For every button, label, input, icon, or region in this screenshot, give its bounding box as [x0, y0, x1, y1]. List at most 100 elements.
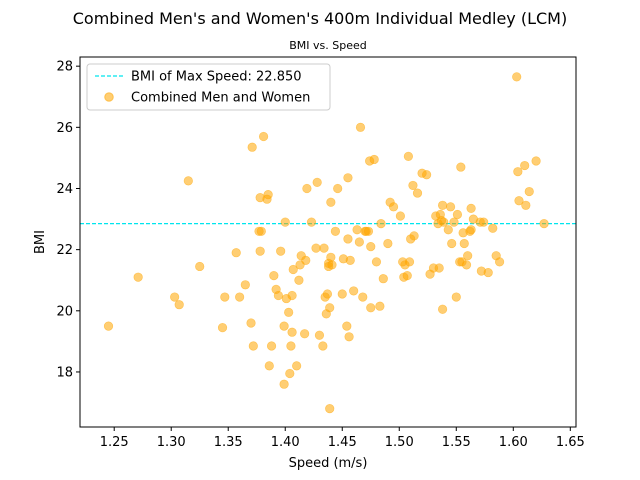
- data-point: [294, 275, 304, 285]
- data-point: [279, 379, 289, 389]
- x-tick-label: 1.30: [157, 435, 186, 450]
- data-point: [246, 318, 256, 328]
- x-tick-label: 1.25: [100, 435, 129, 450]
- data-point: [276, 246, 286, 256]
- chart-suptitle: Combined Men's and Women's 400m Individu…: [73, 9, 567, 28]
- x-axis-label: Speed (m/s): [289, 456, 368, 471]
- data-point: [174, 300, 184, 310]
- data-point: [133, 272, 143, 282]
- data-point: [437, 304, 448, 314]
- data-point: [366, 241, 376, 252]
- data-point: [375, 301, 385, 311]
- data-point: [378, 274, 388, 284]
- data-point: [422, 170, 432, 180]
- data-point: [269, 271, 279, 281]
- data-point: [402, 271, 412, 281]
- data-point: [520, 160, 530, 171]
- data-point: [287, 290, 297, 301]
- data-point: [463, 251, 473, 261]
- data-point: [288, 264, 298, 275]
- data-point: [292, 361, 302, 371]
- data-point: [376, 219, 386, 229]
- data-point: [327, 260, 337, 270]
- data-point: [263, 190, 273, 200]
- data-point: [314, 330, 325, 340]
- data-point: [449, 217, 459, 227]
- data-point: [408, 180, 418, 191]
- data-point: [349, 286, 359, 296]
- data-point: [258, 131, 269, 142]
- data-point: [352, 225, 362, 235]
- chart-title: BMI vs. Speed: [289, 39, 367, 52]
- data-point: [170, 292, 180, 302]
- y-tick-label: 26: [56, 121, 73, 136]
- data-point: [103, 321, 114, 331]
- data-point: [456, 162, 466, 172]
- plot-area: 1.25 1.30 1.35 1.40 1.45 1.50 1.55 1.60 1.65 18 20…: [56, 56, 585, 450]
- data-point: [287, 327, 297, 337]
- data-point: [266, 341, 277, 351]
- data-point: [337, 289, 347, 299]
- data-point: [306, 217, 317, 227]
- data-point: [512, 72, 522, 82]
- data-point: [220, 292, 230, 302]
- data-point: [439, 217, 449, 227]
- legend-label-reference: BMI of Max Speed: 22.850: [131, 70, 302, 85]
- data-point: [531, 156, 541, 166]
- data-point: [371, 257, 382, 267]
- data-point: [342, 321, 352, 331]
- data-point: [363, 226, 374, 236]
- data-point: [488, 223, 498, 233]
- legend-marker-swatch: [104, 92, 114, 102]
- data-point: [333, 183, 343, 194]
- data-point: [447, 238, 457, 249]
- x-tick-label: 1.50: [385, 435, 414, 450]
- data-point: [358, 292, 368, 302]
- data-point: [195, 261, 205, 272]
- data-point: [451, 292, 461, 302]
- data-point: [445, 202, 456, 212]
- y-axis-label: BMI: [33, 230, 48, 254]
- data-point: [466, 225, 476, 235]
- data-point: [383, 238, 393, 249]
- y-tick-label: 28: [56, 60, 73, 75]
- plot-frame: [79, 56, 577, 428]
- data-point: [514, 196, 524, 206]
- data-point: [183, 176, 193, 186]
- data-point: [322, 289, 333, 299]
- data-point: [312, 177, 322, 187]
- data-point: [318, 341, 328, 351]
- data-point: [255, 246, 265, 256]
- data-point: [461, 260, 472, 270]
- data-point: [264, 361, 274, 371]
- data-point: [301, 255, 311, 265]
- data-point: [434, 263, 444, 273]
- data-point: [479, 217, 489, 227]
- data-point: [279, 321, 289, 331]
- data-point: [285, 368, 295, 379]
- x-tick-label: 1.60: [499, 435, 528, 450]
- data-point: [247, 142, 257, 152]
- data-point: [443, 225, 453, 235]
- data-point: [355, 122, 366, 132]
- scatter-series: [103, 72, 549, 414]
- data-point: [240, 280, 250, 290]
- data-point: [521, 200, 531, 210]
- data-point: [326, 197, 336, 207]
- data-point: [388, 202, 399, 212]
- data-point: [412, 188, 423, 198]
- data-point: [319, 243, 329, 253]
- x-tick-label: 1.45: [328, 435, 357, 450]
- y-tick-label: 22: [56, 243, 73, 258]
- data-point: [302, 183, 312, 194]
- data-point: [459, 238, 469, 249]
- data-point: [311, 243, 321, 253]
- data-point: [231, 248, 241, 258]
- x-tick-label: 1.65: [556, 435, 585, 450]
- data-point: [280, 217, 290, 227]
- data-point: [343, 234, 353, 244]
- data-point: [217, 323, 228, 333]
- data-point: [273, 290, 284, 301]
- data-point: [325, 404, 335, 414]
